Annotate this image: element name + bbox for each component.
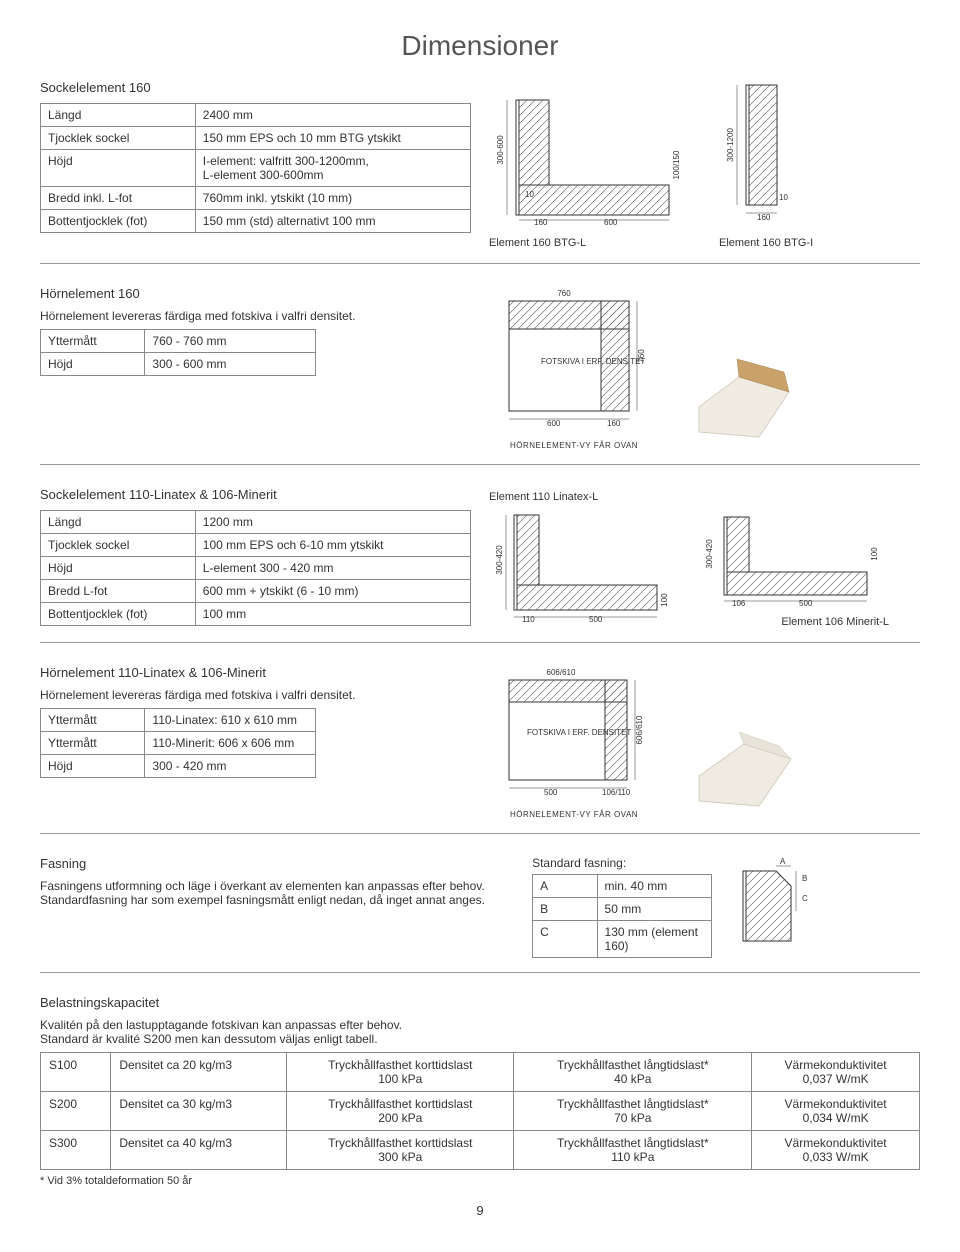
figure-160-l: 300-600 10 160 600 100/150 Element 160 B… — [489, 90, 699, 249]
figure-linatex: Element 110 Linatex-L 300-420 110 500 10… — [489, 487, 679, 628]
page-title: Dimensioner — [40, 30, 920, 62]
photo-horn110 — [679, 716, 799, 819]
svg-text:106: 106 — [732, 599, 746, 608]
caption-160-l: Element 160 BTG-L — [489, 237, 699, 249]
section-belast: Belastningskapacitet Kvalitén på den las… — [40, 995, 920, 1187]
caption-minerit: Element 106 Minerit-L — [699, 616, 889, 628]
table-row: S100 Densitet ca 20 kg/m3 Tryckhållfasth… — [41, 1053, 920, 1092]
table-fasning: Amin. 40 mm B50 mm C130 mm (element 160) — [532, 874, 712, 958]
svg-text:160: 160 — [757, 213, 771, 222]
note-horn110: Hörnelement levereras färdiga med fotski… — [40, 688, 471, 702]
svg-text:10: 10 — [525, 190, 534, 199]
heading-sockel110: Sockelelement 110-Linatex & 106-Minerit — [40, 487, 471, 502]
svg-text:600: 600 — [547, 419, 561, 428]
svg-text:606/610: 606/610 — [547, 668, 576, 677]
section-fasning: Fasning Fasningens utformning och läge i… — [40, 856, 920, 973]
svg-text:C: C — [802, 894, 808, 903]
svg-text:600: 600 — [604, 218, 618, 227]
svg-text:FOTSKIVA I ERF. DENSITET: FOTSKIVA I ERF. DENSITET — [541, 357, 645, 366]
heading-fasning: Fasning — [40, 856, 514, 871]
svg-text:500: 500 — [589, 615, 603, 624]
svg-text:500: 500 — [544, 788, 558, 797]
svg-text:300-420: 300-420 — [705, 539, 714, 569]
svg-text:500: 500 — [799, 599, 813, 608]
svg-text:760: 760 — [557, 289, 571, 298]
heading-horn110: Hörnelement 110-Linatex & 106-Minerit — [40, 665, 471, 680]
svg-text:10: 10 — [779, 193, 788, 202]
svg-text:160: 160 — [534, 218, 548, 227]
section-horn110: Hörnelement 110-Linatex & 106-Minerit Hö… — [40, 665, 920, 834]
caption-horn110: HÖRNELEMENT-VY FÅR OVAN — [489, 810, 659, 819]
table-row: S300 Densitet ca 40 kg/m3 Tryckhållfasth… — [41, 1131, 920, 1170]
figure-minerit: 300-420 106 500 100 Element 106 Minerit-… — [699, 509, 889, 628]
page-number: 9 — [40, 1203, 920, 1218]
figure-horn110: FOTSKIVA I ERF. DENSITET 606/610 606/610… — [489, 665, 659, 819]
caption-horn160: HÖRNELEMENT-VY FÅR OVAN — [489, 441, 659, 450]
table-sockel160: Längd2400 mm Tjocklek sockel150 mm EPS o… — [40, 103, 471, 233]
note-belast: Kvalitén på den lastupptagande fotskivan… — [40, 1018, 920, 1046]
svg-text:A: A — [780, 857, 786, 866]
figure-160-i: 300-1200 10 160 Element 160 BTG-I — [719, 80, 813, 249]
table-horn160: Yttermått760 - 760 mm Höjd300 - 600 mm — [40, 329, 316, 376]
svg-text:FOTSKIVA I ERF. DENSITET: FOTSKIVA I ERF. DENSITET — [527, 728, 631, 737]
svg-text:110: 110 — [522, 615, 535, 624]
section-sockel160: Sockelelement 160 Längd2400 mm Tjocklek … — [40, 80, 920, 264]
svg-text:100: 100 — [870, 547, 879, 561]
table-row: S200 Densitet ca 30 kg/m3 Tryckhållfasth… — [41, 1092, 920, 1131]
svg-text:160: 160 — [607, 419, 621, 428]
heading-horn160: Hörnelement 160 — [40, 286, 471, 301]
note-horn160: Hörnelement levereras färdiga med fotski… — [40, 309, 471, 323]
fasning-table-heading: Standard fasning: — [532, 856, 712, 870]
svg-text:100/150: 100/150 — [672, 150, 681, 179]
caption-160-i: Element 160 BTG-I — [719, 237, 813, 249]
table-sockel110: Längd1200 mm Tjocklek sockel100 mm EPS o… — [40, 510, 471, 626]
svg-text:300-420: 300-420 — [495, 545, 504, 575]
figure-fasning: A B C — [736, 856, 826, 949]
svg-text:300-1200: 300-1200 — [726, 128, 735, 162]
heading-sockel160: Sockelelement 160 — [40, 80, 471, 95]
photo-horn160 — [679, 347, 799, 450]
svg-text:B: B — [802, 874, 807, 883]
section-sockel110: Sockelelement 110-Linatex & 106-Minerit … — [40, 487, 920, 643]
svg-text:100: 100 — [660, 593, 669, 607]
table-belast: S100 Densitet ca 20 kg/m3 Tryckhållfasth… — [40, 1052, 920, 1170]
svg-text:106/110: 106/110 — [602, 788, 631, 797]
table-horn110: Yttermått110-Linatex: 610 x 610 mm Ytter… — [40, 708, 316, 778]
svg-text:760: 760 — [637, 349, 646, 363]
section-horn160: Hörnelement 160 Hörnelement levereras fä… — [40, 286, 920, 465]
figure-horn160: FOTSKIVA I ERF. DENSITET 760 760 600 160… — [489, 286, 659, 450]
footnote-belast: * Vid 3% totaldeformation 50 år — [40, 1175, 920, 1187]
heading-belast: Belastningskapacitet — [40, 995, 920, 1010]
note-fasning: Fasningens utformning och läge i överkan… — [40, 879, 514, 907]
caption-linatex: Element 110 Linatex-L — [489, 491, 679, 503]
svg-text:606/610: 606/610 — [635, 715, 644, 744]
svg-text:300-600: 300-600 — [496, 135, 505, 165]
